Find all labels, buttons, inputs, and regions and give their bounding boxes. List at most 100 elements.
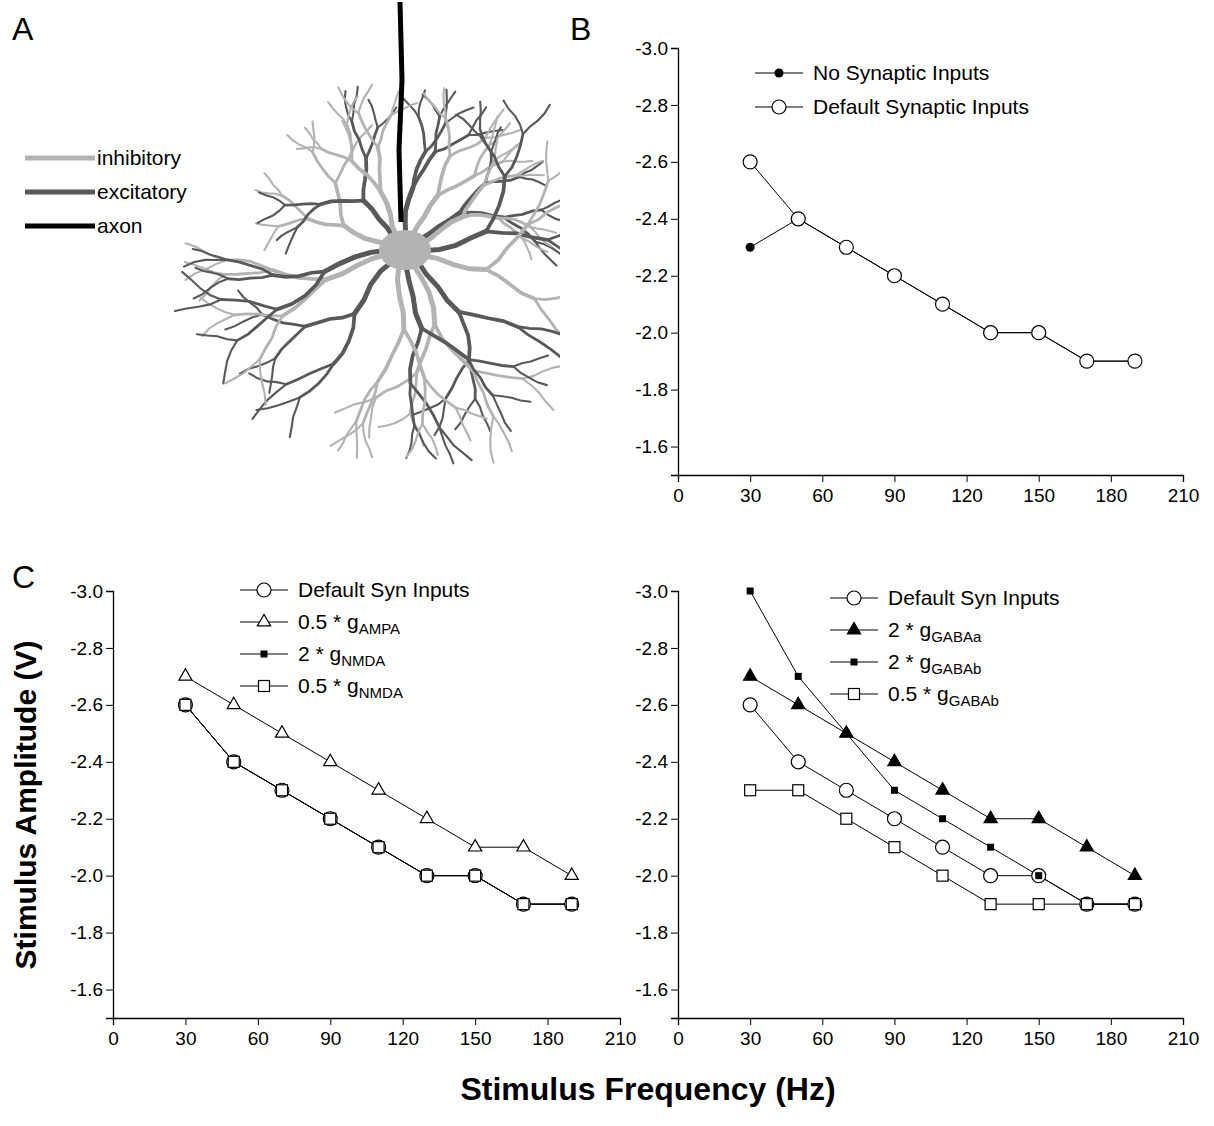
x-tick-label: 0: [673, 485, 684, 506]
x-tick-label: 120: [387, 1028, 419, 1049]
dendrite: [338, 87, 358, 113]
y-axis-line: [106, 592, 114, 1019]
legend-marker: [849, 689, 860, 700]
marker: [1128, 354, 1142, 368]
legend-marker: [257, 614, 270, 625]
legend-swatch: [25, 224, 95, 229]
legend-label: 0.5 * gNMDA: [298, 674, 403, 701]
x-tick-label: 180: [1096, 485, 1128, 506]
x-tick-label: 120: [951, 1028, 983, 1049]
dendrite: [523, 105, 550, 134]
dendrite: [228, 260, 273, 275]
legend-label: 2 * gGABAb: [888, 650, 981, 677]
legend: Default Syn Inputs0.5 * gAMPA2 * gNMDA0.…: [240, 578, 470, 701]
plot-area: [178, 669, 578, 911]
x-tick: 60: [812, 1018, 833, 1049]
y-tick-mark: [671, 648, 678, 649]
point: [791, 755, 805, 769]
x-tick-mark: [894, 475, 895, 482]
marker: [179, 669, 192, 680]
marker: [566, 899, 577, 910]
neuron: [175, 2, 560, 463]
x-tick: 30: [740, 1018, 761, 1049]
dendrite: [422, 255, 487, 269]
point: [743, 155, 757, 169]
marker: [325, 813, 336, 824]
dendrite: [419, 117, 426, 151]
y-tick-mark: [671, 105, 678, 106]
point: [792, 697, 805, 708]
marker: [1032, 326, 1046, 340]
series-line: [750, 676, 1135, 875]
y-tick-label: -3.0: [635, 581, 668, 602]
point: [936, 840, 950, 854]
dendrite: [405, 188, 413, 236]
y-tick-mark: [671, 276, 678, 277]
point: [227, 697, 240, 708]
x-tick-label: 0: [673, 1028, 684, 1049]
y-tick-label: -2.0: [635, 865, 668, 886]
marker: [1032, 811, 1045, 822]
y-tick-label: -2.8: [635, 95, 668, 116]
dendrite: [404, 329, 424, 377]
dendrite: [486, 270, 534, 299]
point: [1080, 840, 1093, 851]
point: [987, 844, 994, 851]
dendrite: [513, 356, 548, 367]
y-tick-mark: [671, 333, 678, 334]
dendrite: [406, 264, 422, 328]
dendrite: [264, 173, 282, 196]
legend-label: No Synaptic Inputs: [813, 61, 989, 84]
x-tick-label: 30: [740, 485, 761, 506]
y-tick-label: -2.0: [70, 865, 103, 886]
legend-marker: [772, 100, 786, 114]
soma: [379, 230, 431, 270]
x-tick: 30: [175, 1018, 196, 1049]
marker: [887, 269, 901, 283]
y-tick-mark: [106, 876, 113, 877]
dendrite: [505, 134, 523, 176]
dendrite: [486, 176, 505, 231]
legend-label: Default Synaptic Inputs: [813, 95, 1029, 118]
marker: [227, 755, 241, 769]
marker: [793, 785, 804, 796]
dendrite: [381, 191, 398, 237]
series-line: [185, 705, 571, 904]
x-tick-mark: [1111, 1018, 1112, 1025]
marker: [746, 243, 755, 252]
point: [518, 899, 529, 910]
point: [1032, 811, 1045, 822]
legend-label: axon: [97, 214, 143, 237]
dendrite: [548, 154, 560, 182]
marker: [516, 897, 530, 911]
dendrite: [368, 100, 377, 128]
dendrite: [443, 88, 446, 119]
dendrite: [300, 364, 334, 398]
marker: [180, 699, 191, 710]
marker: [372, 840, 386, 854]
x-tick-label: 90: [884, 1028, 905, 1049]
dendrite: [321, 201, 364, 205]
dendrite: [516, 161, 543, 176]
y-tick-mark: [106, 705, 113, 706]
point: [566, 899, 577, 910]
dendrite: [324, 250, 387, 272]
point: [372, 783, 385, 794]
y-tick-mark: [106, 990, 113, 991]
legend-label: 2 * gNMDA: [298, 642, 385, 669]
y-tick: -1.6: [70, 979, 113, 1000]
point: [421, 870, 432, 881]
dendrite: [363, 158, 366, 200]
marker: [565, 868, 578, 879]
dendrite: [256, 224, 279, 227]
x-tick-label: 60: [248, 1028, 269, 1049]
series-line: [185, 705, 571, 904]
dendrite: [328, 102, 347, 125]
point: [1035, 872, 1042, 879]
marker: [747, 588, 754, 595]
x-tick: 0: [108, 1018, 119, 1049]
dendrite: [519, 177, 545, 185]
marker: [839, 240, 853, 254]
dendrite: [422, 424, 437, 455]
dendrite: [282, 196, 308, 219]
